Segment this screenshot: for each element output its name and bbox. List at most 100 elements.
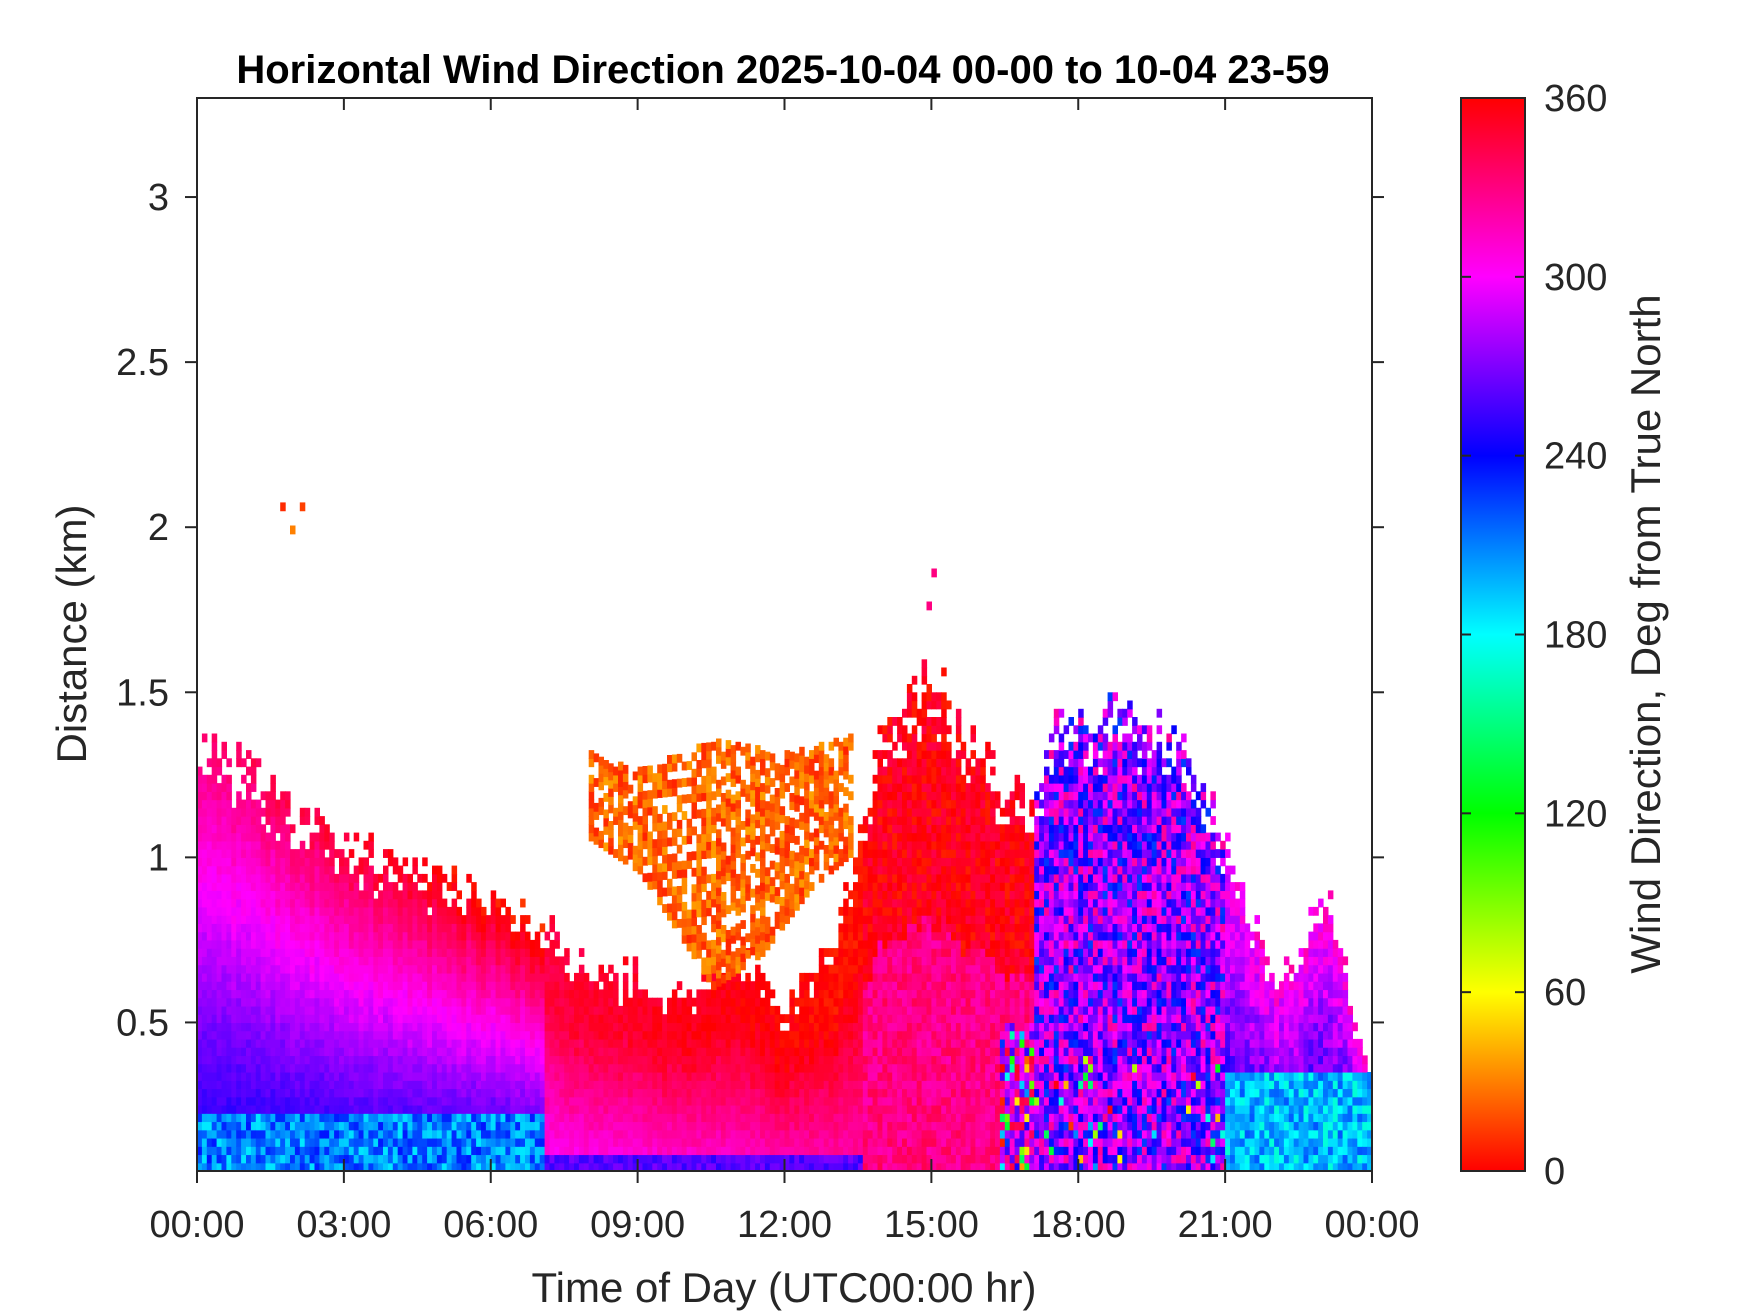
heatmap-cell	[564, 1121, 570, 1131]
heatmap-cell	[368, 1047, 374, 1057]
heatmap-cell	[236, 849, 242, 858]
heatmap-cell	[632, 981, 639, 991]
heatmap-cell	[363, 840, 369, 850]
heatmap-cell	[236, 956, 242, 966]
heatmap-cell	[804, 1038, 810, 1048]
heatmap-cell	[250, 857, 257, 867]
heatmap-cell	[436, 1146, 443, 1156]
heatmap-cell	[720, 1080, 727, 1090]
heatmap-cell	[461, 981, 467, 991]
heatmap-cell	[378, 1129, 384, 1139]
heatmap-cell	[711, 997, 717, 1007]
heatmap-cell	[897, 1129, 903, 1139]
heatmap-cell	[294, 1030, 301, 1040]
heatmap-cell	[857, 1096, 864, 1106]
heatmap-cell	[862, 1014, 869, 1024]
heatmap-cell	[319, 956, 325, 966]
heatmap-cell	[676, 1038, 683, 1048]
heatmap-cell	[867, 1113, 874, 1123]
heatmap-cell	[471, 906, 477, 916]
heatmap-cell	[897, 1154, 903, 1164]
heatmap-cell	[397, 1038, 404, 1048]
heatmap-cell	[436, 1138, 443, 1147]
heatmap-cell	[260, 1014, 267, 1024]
heatmap-cell	[422, 1088, 428, 1098]
heatmap-cell	[397, 1146, 404, 1156]
heatmap-cell	[902, 1129, 908, 1139]
heatmap-cell	[309, 939, 316, 949]
heatmap-cell	[339, 1022, 345, 1032]
heatmap-cell	[236, 1088, 242, 1098]
heatmap-cell	[270, 1146, 276, 1156]
heatmap-cell	[397, 1121, 404, 1131]
heatmap-cell	[544, 1014, 551, 1024]
heatmap-cell	[294, 873, 301, 883]
heatmap-cell	[872, 931, 879, 941]
heatmap-cell	[427, 1030, 433, 1040]
heatmap-cell	[760, 1113, 766, 1123]
heatmap-cell	[231, 997, 237, 1007]
heatmap-cell	[559, 1072, 565, 1081]
heatmap-cell	[294, 1072, 301, 1081]
heatmap-cell	[201, 1080, 208, 1090]
heatmap-cell	[490, 1096, 497, 1106]
heatmap-cell	[740, 1072, 746, 1081]
heatmap-cell	[525, 1121, 531, 1131]
heatmap-cell	[285, 1030, 291, 1040]
heatmap-cell	[505, 997, 511, 1007]
heatmap-cell	[309, 1063, 316, 1073]
heatmap-cell	[593, 1022, 600, 1032]
heatmap-cell	[392, 956, 399, 966]
heatmap-cell	[740, 1055, 746, 1065]
heatmap-cell	[422, 1113, 428, 1123]
heatmap-cell	[500, 956, 506, 966]
heatmap-cell	[779, 1047, 786, 1057]
heatmap-cell	[809, 1022, 815, 1032]
heatmap-cell	[216, 865, 223, 875]
heatmap-cell	[231, 865, 237, 875]
heatmap-cell	[260, 948, 267, 957]
heatmap-cell	[828, 997, 835, 1007]
heatmap-cell	[246, 882, 252, 891]
heatmap-cell	[916, 939, 923, 949]
heatmap-cell	[902, 1088, 908, 1098]
heatmap-cell	[461, 1055, 467, 1065]
heatmap-cell	[319, 849, 325, 858]
heatmap-cell	[539, 997, 546, 1007]
heatmap-cell	[285, 1005, 291, 1015]
heatmap-cell	[304, 1129, 311, 1139]
heatmap-cell	[481, 1080, 487, 1090]
heatmap-cell	[211, 882, 218, 891]
heatmap-cell	[427, 972, 433, 982]
heatmap-cell	[456, 1063, 462, 1073]
heatmap-cell	[877, 989, 883, 999]
heatmap-cell	[711, 1154, 717, 1164]
heatmap-cell	[500, 1105, 506, 1114]
heatmap-cell	[760, 1030, 766, 1040]
heatmap-cell	[906, 849, 913, 858]
heatmap-cell	[476, 981, 482, 991]
heatmap-cell	[304, 1113, 311, 1123]
heatmap-cells	[197, 502, 1372, 1171]
heatmap-cell	[897, 1105, 903, 1114]
heatmap-cell	[236, 939, 242, 949]
heatmap-cell	[916, 1146, 923, 1156]
heatmap-cell	[432, 1022, 438, 1032]
heatmap-cell	[779, 1063, 786, 1073]
heatmap-cell	[603, 1154, 609, 1164]
heatmap-cell	[764, 989, 771, 999]
heatmap-cell	[809, 1154, 815, 1164]
heatmap-cell	[250, 1030, 257, 1040]
heatmap-cell	[622, 1088, 629, 1098]
heatmap-cell	[574, 1121, 580, 1131]
heatmap-cell	[769, 1121, 776, 1131]
heatmap-cell	[255, 1022, 262, 1032]
heatmap-cell	[887, 931, 893, 941]
heatmap-cell	[505, 1014, 511, 1024]
heatmap-cell	[539, 1113, 546, 1123]
heatmap-cell	[236, 882, 242, 891]
heatmap-cell	[578, 1022, 585, 1032]
heatmap-cell	[197, 1072, 203, 1081]
heatmap-cell	[451, 915, 458, 924]
heatmap-cell	[544, 1005, 551, 1015]
